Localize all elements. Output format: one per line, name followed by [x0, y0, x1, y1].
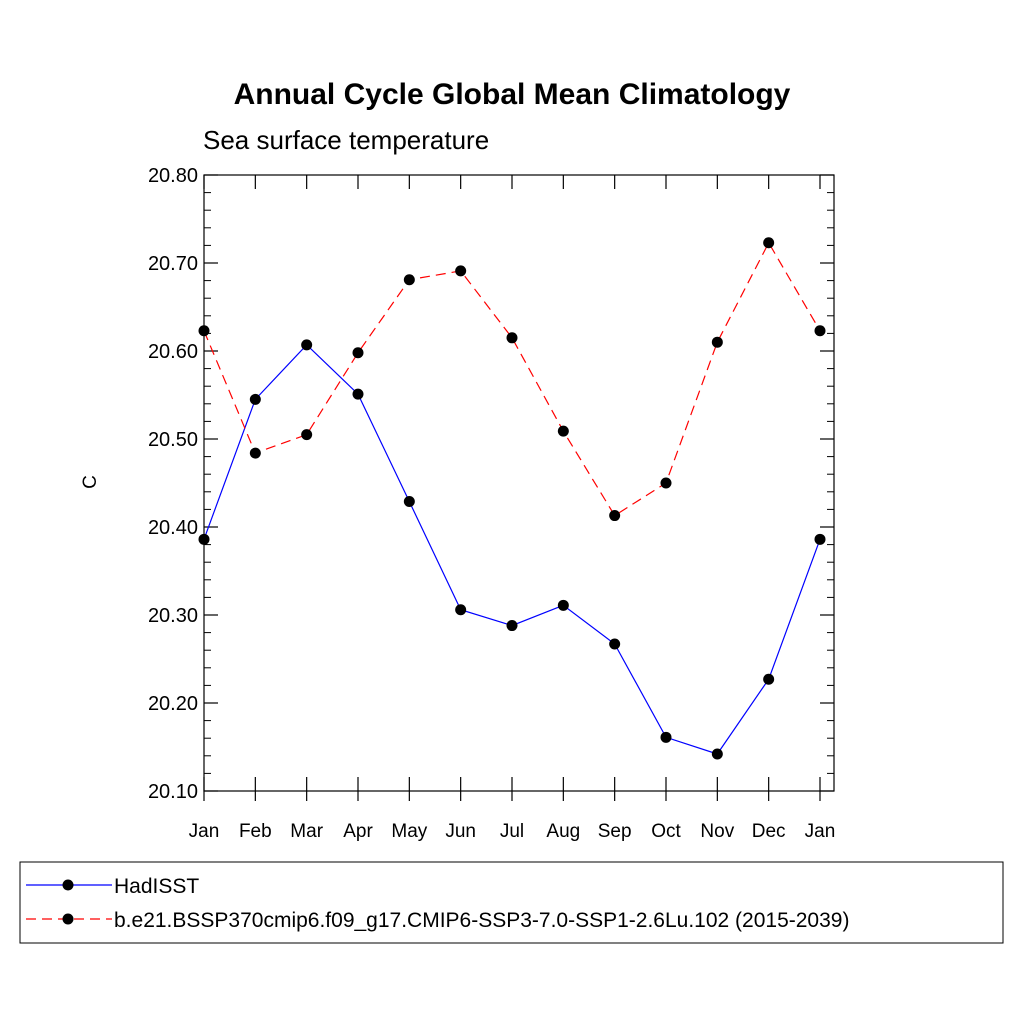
data-point — [557, 425, 569, 437]
y-tick-label: 20.40 — [148, 517, 198, 539]
data-point — [198, 325, 210, 337]
data-point — [403, 495, 415, 507]
x-tick-label: Apr — [343, 821, 373, 842]
legend-marker — [62, 879, 74, 891]
x-tick-label: Sep — [598, 821, 632, 842]
data-point — [455, 265, 467, 277]
data-point — [609, 510, 621, 522]
y-tick-label: 20.30 — [148, 605, 198, 627]
series-2 — [198, 237, 826, 522]
legend-box — [19, 861, 1004, 944]
legend: HadISST b.e21.BSSP370cmip6.f09_g17.CMIP6-… — [19, 861, 1004, 944]
data-point — [814, 325, 826, 337]
legend-label: b.e21.BSSP370cmip6.f09_g17.CMIP6-SSP3-7.… — [114, 909, 849, 932]
data-point — [660, 731, 672, 743]
data-point — [301, 339, 313, 351]
x-tick-label: May — [391, 821, 427, 842]
data-point — [301, 429, 313, 441]
series-layer — [198, 237, 826, 760]
plot-frame — [203, 174, 835, 792]
data-point — [506, 620, 518, 632]
axes: 20.10 20.20 20.30 20.40 20.50 20.60 20.70 20.80… — [148, 165, 835, 842]
y-axis-label: C — [80, 475, 101, 489]
y-tick-label: 20.20 — [148, 693, 198, 715]
data-point — [249, 393, 261, 405]
data-point — [403, 274, 415, 286]
x-tick-label: Jan — [189, 821, 220, 842]
series-1 — [198, 339, 826, 760]
x-tick-label: Aug — [546, 821, 580, 842]
legend-label: HadISST — [114, 875, 199, 898]
y-tick-label: 20.10 — [148, 781, 198, 803]
data-point — [352, 388, 364, 400]
legend-marker — [62, 913, 74, 925]
series-line — [203, 343, 821, 755]
data-point — [198, 533, 210, 545]
data-point — [249, 447, 261, 459]
data-point — [609, 638, 621, 650]
y-tick-label: 20.70 — [148, 253, 198, 275]
data-point — [763, 673, 775, 685]
data-point — [711, 336, 723, 348]
x-tick-label: Mar — [290, 821, 323, 842]
x-tick-label: Jun — [445, 821, 476, 842]
data-point — [455, 604, 467, 616]
y-tick-label: 20.60 — [148, 341, 198, 363]
chart-subtitle: Sea surface temperature — [203, 125, 489, 155]
data-point — [763, 237, 775, 249]
x-tick-label: Dec — [752, 821, 786, 842]
chart-title: Annual Cycle Global Mean Climatology — [234, 78, 791, 111]
x-tick-label: Nov — [700, 821, 734, 842]
data-point — [557, 599, 569, 611]
data-point — [814, 533, 826, 545]
y-tick-label: 20.80 — [148, 165, 198, 187]
x-tick-label: Feb — [239, 821, 272, 842]
data-point — [352, 347, 364, 359]
data-point — [660, 477, 672, 489]
x-tick-label: Jul — [500, 821, 524, 842]
x-tick-label: Oct — [651, 821, 681, 842]
x-tick-label: Jan — [805, 821, 836, 842]
y-tick-label: 20.50 — [148, 429, 198, 451]
data-point — [506, 332, 518, 344]
series-line — [203, 241, 821, 517]
data-point — [711, 748, 723, 760]
